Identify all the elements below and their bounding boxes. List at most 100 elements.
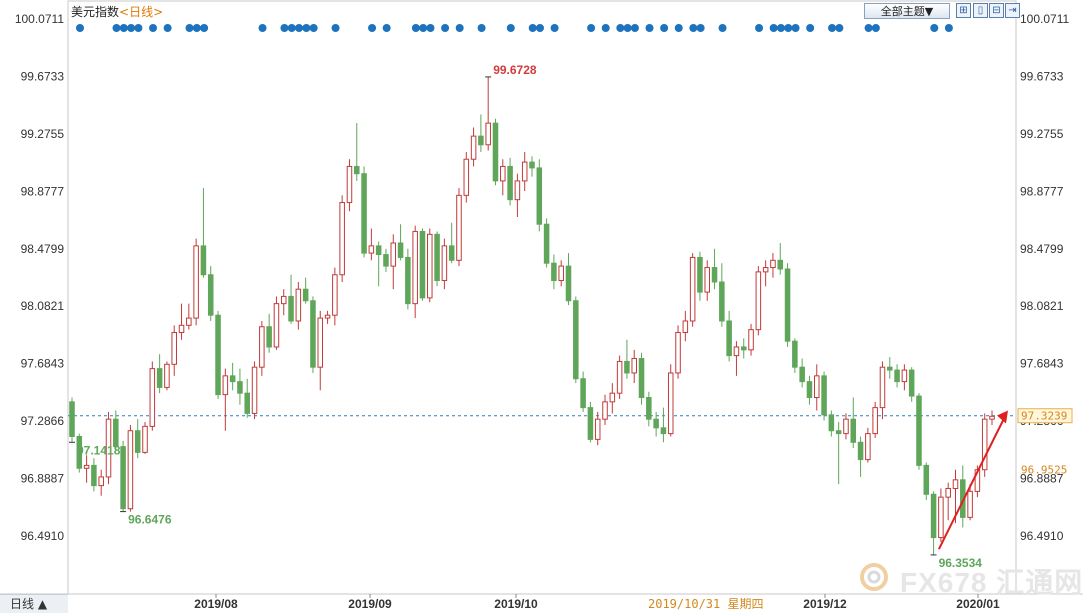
candle-body[interactable] xyxy=(500,165,506,182)
candle-body[interactable] xyxy=(273,303,280,348)
candle-body[interactable] xyxy=(872,407,878,435)
candle-body[interactable] xyxy=(134,430,141,453)
candle-body[interactable] xyxy=(215,314,221,396)
candle-body[interactable] xyxy=(850,418,857,443)
candle-body[interactable] xyxy=(770,259,776,269)
candle-body[interactable] xyxy=(383,254,389,267)
candle-body[interactable] xyxy=(295,288,302,322)
candle-body[interactable] xyxy=(280,295,287,305)
candle-body[interactable] xyxy=(193,245,199,319)
candle-body[interactable] xyxy=(755,271,762,331)
candle-body[interactable] xyxy=(923,464,930,495)
candle-body[interactable] xyxy=(83,464,90,469)
candle-body[interactable] xyxy=(397,242,404,258)
candle-body[interactable] xyxy=(828,414,835,432)
candle-body[interactable] xyxy=(434,233,440,282)
candle-body[interactable] xyxy=(989,415,995,420)
fit-icon[interactable]: ▯ xyxy=(973,3,988,18)
candle-body[interactable] xyxy=(646,397,652,420)
candle-body[interactable] xyxy=(339,202,345,276)
candle-body[interactable] xyxy=(222,375,229,396)
candle-body[interactable] xyxy=(69,401,75,438)
candle-body[interactable] xyxy=(916,395,922,466)
candle-body[interactable] xyxy=(894,369,900,383)
candle-body[interactable] xyxy=(419,230,426,299)
candle-body[interactable] xyxy=(813,375,820,399)
candle-body[interactable] xyxy=(266,326,272,348)
candle-body[interactable] xyxy=(310,300,316,368)
candle-body[interactable] xyxy=(682,320,689,334)
candle-body[interactable] xyxy=(368,245,375,254)
candle-body[interactable] xyxy=(178,324,185,334)
candle-body[interactable] xyxy=(616,360,623,394)
candle-body[interactable] xyxy=(792,340,798,368)
candle-body[interactable] xyxy=(485,122,491,146)
candle-body[interactable] xyxy=(456,194,462,261)
candle-body[interactable] xyxy=(76,436,83,469)
candle-body[interactable] xyxy=(113,418,119,448)
candle-body[interactable] xyxy=(602,401,608,420)
candle-body[interactable] xyxy=(799,366,805,383)
candle-body[interactable] xyxy=(427,233,433,299)
candle-body[interactable] xyxy=(784,268,791,342)
candle-body[interactable] xyxy=(609,392,616,403)
candle-body[interactable] xyxy=(806,381,813,399)
candle-body[interactable] xyxy=(667,372,674,435)
candle-body[interactable] xyxy=(412,230,418,305)
candle-body[interactable] xyxy=(375,245,382,256)
candle-body[interactable] xyxy=(361,173,367,254)
candle-body[interactable] xyxy=(200,245,207,276)
candle-body[interactable] xyxy=(324,314,331,319)
candle-body[interactable] xyxy=(507,165,513,201)
candle-body[interactable] xyxy=(529,161,535,169)
candle-body[interactable] xyxy=(887,366,893,371)
candle-body[interactable] xyxy=(492,122,499,182)
period-selector[interactable]: 日线 ▲ xyxy=(0,594,68,613)
candle-body[interactable] xyxy=(346,165,353,204)
candle-body[interactable] xyxy=(171,332,177,365)
candle-body[interactable] xyxy=(120,446,126,510)
candle-body[interactable] xyxy=(719,281,725,322)
candle-body[interactable] xyxy=(689,256,696,322)
theme-dropdown-button[interactable]: 全部主题▼ xyxy=(864,3,950,19)
candle-body[interactable] xyxy=(908,369,915,397)
candle-body[interactable] xyxy=(748,329,754,351)
candle-body[interactable] xyxy=(142,425,148,453)
export-icon[interactable]: ⇥ xyxy=(1005,3,1020,18)
candle-body[interactable] xyxy=(105,418,112,478)
candle-body[interactable] xyxy=(521,161,528,182)
candle-body[interactable] xyxy=(302,288,309,302)
candle-body[interactable] xyxy=(843,418,849,435)
candle-body[interactable] xyxy=(558,265,564,282)
candle-body[interactable] xyxy=(930,493,937,539)
candle-body[interactable] xyxy=(624,360,630,374)
zoom-out-icon[interactable]: ⊟ xyxy=(989,3,1004,18)
candle-body[interactable] xyxy=(186,317,192,326)
candle-body[interactable] xyxy=(580,378,586,409)
candle-body[interactable] xyxy=(229,375,236,383)
candle-body[interactable] xyxy=(332,274,338,316)
candle-body[interactable] xyxy=(777,259,784,270)
candle-body[interactable] xyxy=(967,490,973,518)
candle-body[interactable] xyxy=(653,418,659,429)
candle-body[interactable] xyxy=(857,441,864,461)
candle-body[interactable] xyxy=(127,430,134,510)
candle-body[interactable] xyxy=(244,392,251,414)
candle-body[interactable] xyxy=(470,135,477,160)
candle-body[interactable] xyxy=(638,358,645,399)
candle-body[interactable] xyxy=(288,295,294,322)
candle-body[interactable] xyxy=(675,332,681,374)
candle-body[interactable] xyxy=(865,433,871,461)
candle-body[interactable] xyxy=(463,158,470,196)
candle-body[interactable] xyxy=(821,375,827,416)
candle-body[interactable] xyxy=(317,317,324,368)
candle-body[interactable] xyxy=(91,464,97,487)
candle-body[interactable] xyxy=(631,358,637,374)
candle-body[interactable] xyxy=(390,242,397,267)
candle-body[interactable] xyxy=(711,267,718,283)
candle-body[interactable] xyxy=(981,418,988,471)
candle-body[interactable] xyxy=(740,346,747,351)
candle-body[interactable] xyxy=(733,346,740,357)
candle-body[interactable] xyxy=(149,368,156,427)
candle-body[interactable] xyxy=(594,418,601,440)
